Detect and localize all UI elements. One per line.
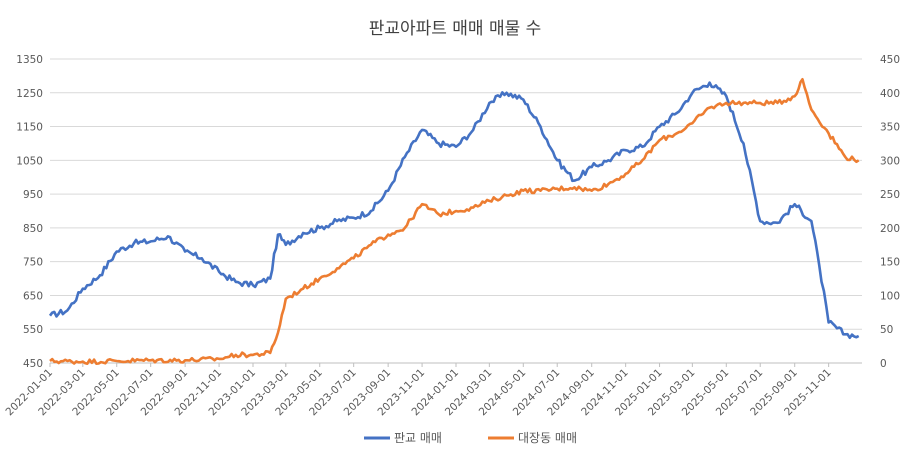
series-line-pangyo [48, 81, 860, 340]
chart-title: 판교아파트 매매 매물 수 [369, 19, 542, 39]
left-y-tick-label: 1250 [16, 88, 43, 100]
right-y-tick-label: 150 [880, 257, 900, 269]
right-y-tick-label: 250 [880, 189, 900, 201]
right-y-tick-label: 200 [880, 223, 900, 235]
left-y-tick-label: 1150 [16, 122, 43, 134]
left-y-axis: 450 550 650 750 850 950 1050 1150 1250 1350 [16, 54, 43, 370]
legend-label: 대장동 매매 [518, 431, 577, 445]
left-y-tick-label: 650 [23, 290, 43, 302]
right-y-tick-label: 100 [880, 290, 900, 302]
left-y-tick-label: 850 [23, 223, 43, 235]
left-y-tick-label: 950 [23, 189, 43, 201]
legend: 판교 매매 대장동 매매 [364, 431, 577, 445]
left-y-tick-label: 450 [23, 358, 43, 370]
left-y-tick-label: 1350 [16, 54, 43, 66]
series-lines [48, 78, 860, 365]
legend-label: 판교 매매 [394, 431, 442, 445]
right-y-tick-label: 0 [880, 358, 887, 370]
right-y-tick-label: 450 [880, 54, 900, 66]
right-y-axis: 0 50 100 150 200 250 300 350 400 450 [880, 54, 900, 370]
left-y-tick-label: 750 [23, 257, 43, 269]
series-line-daejang [49, 78, 860, 365]
right-y-tick-label: 400 [880, 88, 900, 100]
right-y-tick-label: 50 [880, 324, 893, 336]
gridlines [50, 58, 862, 364]
right-y-tick-label: 350 [880, 122, 900, 134]
right-y-tick-label: 300 [880, 155, 900, 167]
left-y-tick-label: 550 [23, 324, 43, 336]
left-y-tick-label: 1050 [16, 155, 43, 167]
